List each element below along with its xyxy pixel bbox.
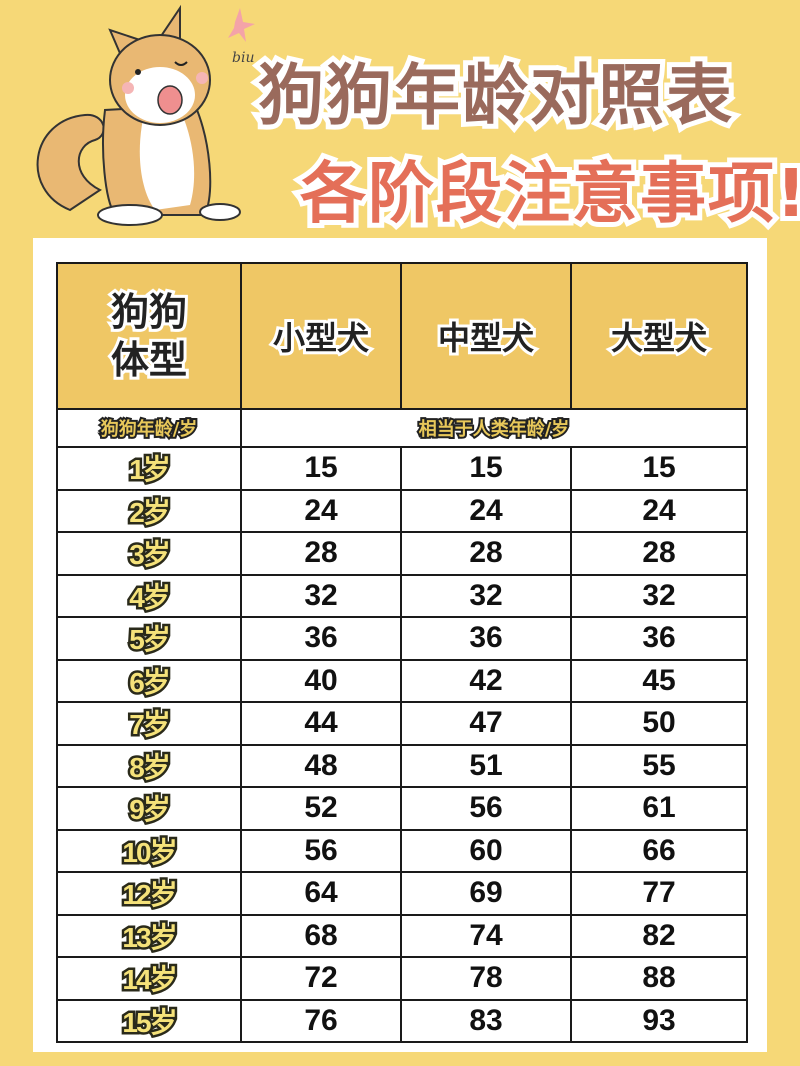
small-dog-cell: 15: [240, 446, 402, 491]
age-cell: 9岁: [56, 786, 242, 831]
small-dog-cell: 48: [240, 743, 402, 788]
sticker-text: biu: [232, 50, 255, 66]
table-row: 14岁 72 78 88: [56, 956, 748, 1001]
small-dog-cell: 72: [240, 956, 402, 1001]
small-dog-cell: 64: [240, 871, 402, 916]
column-header-medium: 中型犬: [400, 262, 572, 410]
column-header-large: 大型犬: [570, 262, 748, 410]
corner-header: 狗狗 体型: [56, 262, 242, 410]
table-header-row: 狗狗 体型 小型犬 中型犬 大型犬: [56, 262, 748, 410]
dog-age-table: 狗狗 体型 小型犬 中型犬 大型犬 狗狗年龄/岁 相当于人类年龄/岁 1岁 15 15…: [56, 262, 748, 1043]
age-cell: 2岁: [56, 488, 242, 533]
table-row: 13岁 68 74 82: [56, 913, 748, 958]
large-dog-cell: 93: [570, 998, 748, 1043]
table-row: 7岁 44 47 50: [56, 701, 748, 746]
large-dog-cell: 61: [570, 786, 748, 831]
large-dog-cell: 66: [570, 828, 748, 873]
small-dog-cell: 44: [240, 701, 402, 746]
large-dog-cell: 55: [570, 743, 748, 788]
age-cell: 15岁: [56, 998, 242, 1043]
shiba-dog-illustration: [36, 4, 255, 226]
table-row: 9岁 52 56 61: [56, 786, 748, 831]
medium-dog-cell: 15: [400, 446, 572, 491]
small-dog-cell: 56: [240, 828, 402, 873]
table-row: 12岁 64 69 77: [56, 871, 748, 916]
age-cell: 6岁: [56, 658, 242, 703]
table-row: 10岁 56 60 66: [56, 828, 748, 873]
age-cell: 3岁: [56, 531, 242, 576]
table-row: 5岁 36 36 36: [56, 616, 748, 661]
medium-dog-cell: 69: [400, 871, 572, 916]
small-dog-cell: 28: [240, 531, 402, 576]
small-dog-cell: 36: [240, 616, 402, 661]
medium-dog-cell: 42: [400, 658, 572, 703]
table-row: 2岁 24 24 24: [56, 488, 748, 533]
age-cell: 12岁: [56, 871, 242, 916]
large-dog-cell: 88: [570, 956, 748, 1001]
large-dog-cell: 77: [570, 871, 748, 916]
corner-label-line2: 体型: [108, 335, 190, 385]
medium-dog-cell: 28: [400, 531, 572, 576]
medium-dog-cell: 78: [400, 956, 572, 1001]
age-cell: 4岁: [56, 573, 242, 618]
large-dog-cell: 24: [570, 488, 748, 533]
human-age-header: 相当于人类年龄/岁: [240, 408, 748, 448]
medium-dog-cell: 51: [400, 743, 572, 788]
large-dog-cell: 36: [570, 616, 748, 661]
large-dog-cell: 50: [570, 701, 748, 746]
age-cell: 1岁: [56, 446, 242, 491]
small-dog-cell: 68: [240, 913, 402, 958]
medium-dog-cell: 32: [400, 573, 572, 618]
age-cell: 10岁: [56, 828, 242, 873]
column-header-small: 小型犬: [240, 262, 402, 410]
medium-dog-cell: 60: [400, 828, 572, 873]
medium-dog-cell: 74: [400, 913, 572, 958]
table-row: 3岁 28 28 28: [56, 531, 748, 576]
age-cell: 8岁: [56, 743, 242, 788]
table-subheader-row: 狗狗年龄/岁 相当于人类年龄/岁: [56, 408, 748, 448]
large-dog-cell: 45: [570, 658, 748, 703]
large-dog-cell: 15: [570, 446, 748, 491]
table-row: 8岁 48 51 55: [56, 743, 748, 788]
table-row: 1岁 15 15 15: [56, 446, 748, 491]
page-subtitle: 各阶段注意事项!: [295, 150, 800, 237]
medium-dog-cell: 47: [400, 701, 572, 746]
small-dog-cell: 40: [240, 658, 402, 703]
corner-label-line1: 狗狗: [108, 287, 190, 337]
medium-dog-cell: 24: [400, 488, 572, 533]
medium-dog-cell: 36: [400, 616, 572, 661]
large-dog-cell: 28: [570, 531, 748, 576]
large-dog-cell: 82: [570, 913, 748, 958]
table-row: 15岁 76 83 93: [56, 998, 748, 1043]
age-cell: 5岁: [56, 616, 242, 661]
medium-dog-cell: 83: [400, 998, 572, 1043]
age-cell: 14岁: [56, 956, 242, 1001]
age-cell: 7岁: [56, 701, 242, 746]
small-dog-cell: 52: [240, 786, 402, 831]
small-dog-cell: 32: [240, 573, 402, 618]
age-header: 狗狗年龄/岁: [56, 408, 242, 448]
page-title: 狗狗年龄对照表: [253, 52, 737, 139]
small-dog-cell: 76: [240, 998, 402, 1043]
age-cell: 13岁: [56, 913, 242, 958]
medium-dog-cell: 56: [400, 786, 572, 831]
table-row: 4岁 32 32 32: [56, 573, 748, 618]
large-dog-cell: 32: [570, 573, 748, 618]
small-dog-cell: 24: [240, 488, 402, 533]
table-row: 6岁 40 42 45: [56, 658, 748, 703]
